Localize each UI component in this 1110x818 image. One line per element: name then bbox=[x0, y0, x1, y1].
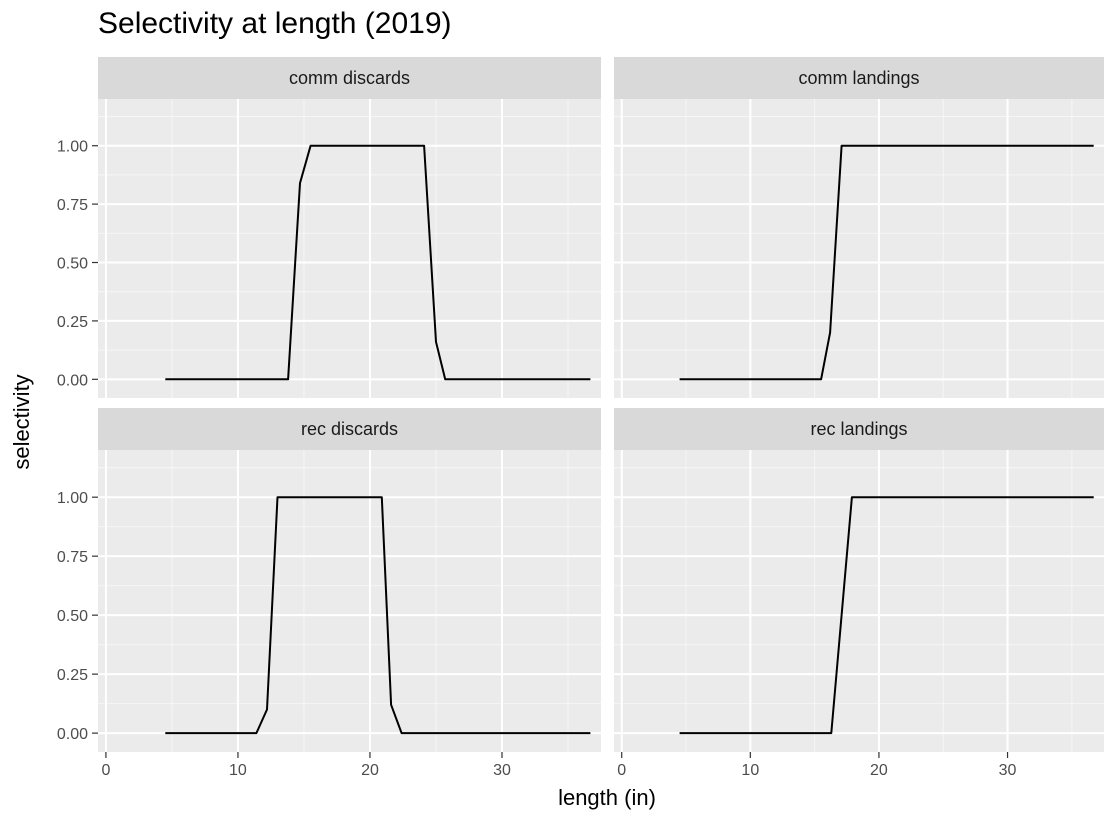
y-tick-label: 0.25 bbox=[57, 667, 88, 684]
panels-group: comm discards comm landings rec discards re… bbox=[98, 57, 1104, 752]
x-axis-title: length (in) bbox=[558, 785, 656, 810]
y-tick-label: 0.75 bbox=[57, 197, 88, 214]
x-axis-right: 0 10 20 30 bbox=[617, 752, 1017, 779]
selectivity-line bbox=[165, 496, 591, 735]
panel-background bbox=[614, 99, 1104, 398]
panel-comm-landings: comm landings bbox=[614, 57, 1104, 398]
panel-rec-landings: rec landings bbox=[614, 408, 1104, 752]
y-tick-label: 0.50 bbox=[57, 608, 88, 625]
y-tick-label: 1.00 bbox=[57, 490, 88, 507]
y-tick-label: 0.25 bbox=[57, 314, 88, 331]
x-tick-label: 0 bbox=[617, 762, 626, 779]
facet-strip bbox=[98, 57, 601, 99]
panel-background bbox=[98, 450, 601, 752]
panel-rec-discards: rec discards bbox=[98, 408, 601, 752]
facet-label: rec landings bbox=[810, 419, 907, 439]
y-axis-title: selectivity bbox=[9, 374, 34, 469]
x-tick-label: 30 bbox=[493, 762, 511, 779]
y-tick-label: 0.75 bbox=[57, 549, 88, 566]
x-tick-label: 10 bbox=[229, 762, 247, 779]
chart-title: Selectivity at length (2019) bbox=[98, 7, 452, 40]
facet-label: rec discards bbox=[301, 419, 398, 439]
facet-strip bbox=[614, 408, 1104, 450]
selectivity-line bbox=[679, 144, 1094, 381]
x-tick-label: 0 bbox=[101, 762, 110, 779]
panel-background bbox=[98, 99, 601, 398]
facet-strip bbox=[98, 408, 601, 450]
y-tick-label: 1.00 bbox=[57, 139, 88, 156]
facet-label: comm discards bbox=[289, 68, 410, 88]
panel-comm-discards: comm discards bbox=[98, 57, 601, 398]
panel-background bbox=[614, 450, 1104, 752]
y-tick-label: 0.00 bbox=[57, 372, 88, 389]
y-tick-label: 0.00 bbox=[57, 726, 88, 743]
selectivity-line bbox=[165, 144, 591, 381]
x-tick-label: 30 bbox=[999, 762, 1017, 779]
x-tick-label: 20 bbox=[870, 762, 888, 779]
x-tick-label: 20 bbox=[361, 762, 379, 779]
selectivity-line bbox=[679, 496, 1094, 735]
y-tick-label: 0.50 bbox=[57, 256, 88, 273]
y-axis-bottom: 0.00 0.25 0.50 0.75 1.00 bbox=[57, 490, 98, 743]
x-axis-left: 0 10 20 30 bbox=[101, 752, 511, 779]
y-axis-top: 0.00 0.25 0.50 0.75 1.00 bbox=[57, 139, 98, 389]
facet-label: comm landings bbox=[798, 68, 919, 88]
x-tick-label: 10 bbox=[741, 762, 759, 779]
facet-strip bbox=[614, 57, 1104, 99]
